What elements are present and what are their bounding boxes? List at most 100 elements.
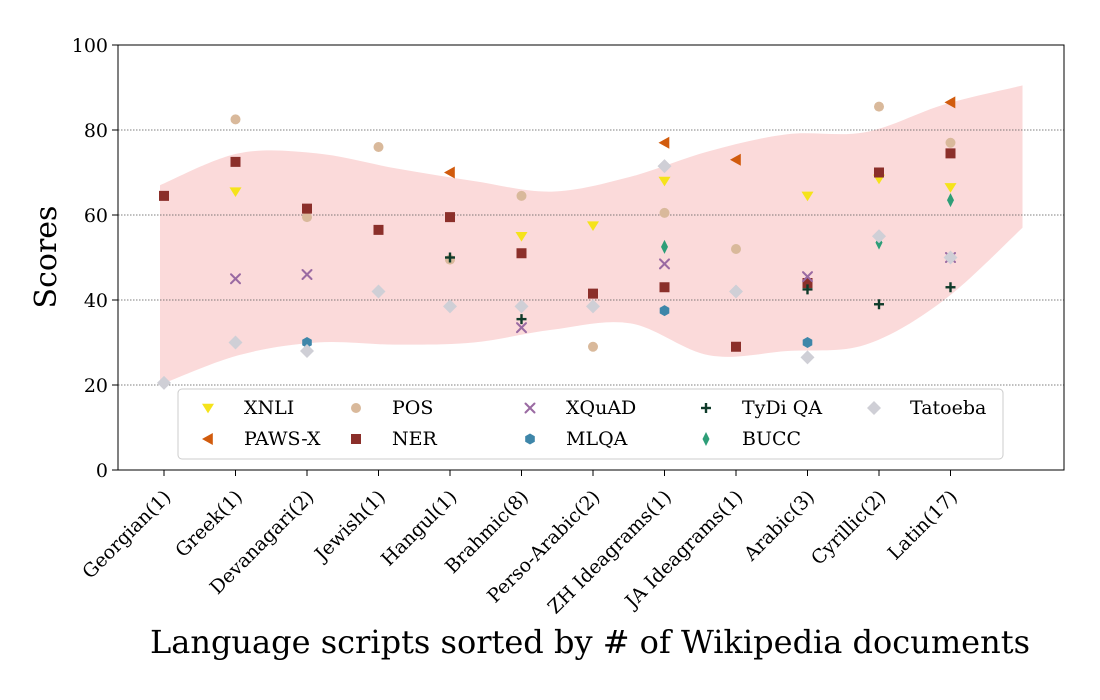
y-tick-label-20: 20 — [84, 375, 108, 397]
point-tatoeba-jewish-1 — [371, 284, 386, 299]
legend-label-pos: POS — [392, 397, 433, 419]
point-paws-x-hangul-1 — [444, 166, 455, 179]
point-tydi-qa-brahmic-8 — [516, 314, 527, 325]
point-xquad-devanagari-2 — [301, 269, 313, 280]
point-tydi-qa-latin-17 — [945, 282, 956, 293]
legend: XNLI PAWS-X POS NER XQuAD MLQA TyDi QA BUCC Tato… — [177, 388, 1004, 460]
x-tick-label-latin-17: Latin(17) — [884, 486, 962, 564]
legend-label-bucc: BUCC — [742, 428, 801, 450]
point-tatoeba-brahmic-8 — [514, 299, 529, 314]
legend-marker-bucc — [702, 432, 710, 446]
legend-marker-tatoeba — [867, 401, 881, 415]
point-paws-x-zh-ideagrams-1 — [658, 136, 670, 149]
point-xnli-latin-17 — [944, 183, 957, 193]
point-tatoeba-cyrillic-2 — [872, 229, 886, 244]
point-xquad-greek-1-stroke-b — [230, 273, 241, 285]
point-tydi-qa-hangul-1 — [445, 252, 455, 263]
point-pos-ja-ideagrams-1 — [731, 244, 741, 254]
point-xquad-brahmic-8 — [516, 322, 527, 334]
point-tatoeba-latin-17 — [943, 250, 958, 265]
point-xquad-brahmic-8-stroke-b — [516, 322, 527, 334]
legend-label-tatoeba: Tatoeba — [910, 397, 986, 419]
legend-label-xnli: XNLI — [244, 397, 294, 419]
legend-marker-ner — [351, 434, 361, 444]
point-ner-georgian-1 — [159, 190, 169, 201]
y-tick-label-80: 80 — [84, 120, 108, 142]
point-tydi-qa-arabic-3 — [802, 284, 813, 295]
legend-marker-pos — [351, 403, 361, 413]
score-range-band — [160, 85, 1023, 386]
x-tick-label-georgian-1: Georgian(1) — [78, 486, 175, 583]
legend-marker-xquad-stroke-b — [524, 402, 536, 414]
point-tatoeba-hangul-1 — [443, 299, 457, 314]
x-tick-label-ja-ideagrams-1: JA Ideagrams(1) — [620, 486, 748, 614]
point-xnli-zh-ideagrams-1 — [658, 176, 671, 187]
point-tatoeba-devanagari-2 — [300, 344, 314, 358]
point-pos-latin-17 — [945, 137, 956, 148]
legend-marker-paws-x — [202, 433, 213, 445]
y-tick-label-40: 40 — [84, 290, 108, 312]
point-xquad-zh-ideagrams-1-stroke-b — [659, 258, 670, 270]
point-pos-cyrillic-2 — [874, 101, 884, 112]
point-tydi-qa-cyrillic-2 — [874, 299, 884, 310]
legend-label-tydi-qa: TyDi QA — [742, 397, 822, 419]
point-ner-arabic-3 — [802, 278, 813, 288]
point-tatoeba-zh-ideagrams-1 — [657, 159, 672, 174]
x-ticks: Georgian(1)Greek(1)Devanagari(2)Jewish(1… — [78, 470, 962, 618]
point-xquad-arabic-3 — [802, 271, 813, 283]
point-mlqa-zh-ideagrams-1 — [659, 305, 670, 317]
point-tatoeba-arabic-3 — [800, 350, 815, 365]
point-ner-perso-arabic-2 — [588, 288, 598, 299]
point-xquad-zh-ideagrams-1 — [659, 258, 670, 270]
point-ner-greek-1 — [230, 156, 241, 167]
point-tatoeba-perso-arabic-2 — [586, 299, 600, 314]
point-ner-cyrillic-2 — [874, 167, 884, 178]
point-xquad-greek-1 — [230, 273, 241, 285]
point-xnli-arabic-3 — [801, 191, 814, 202]
y-axis-title: Scores — [29, 206, 64, 309]
point-ner-hangul-1 — [445, 212, 455, 223]
point-ner-latin-17 — [945, 148, 956, 159]
legend-label-ner: NER — [392, 428, 437, 450]
point-pos-greek-1 — [230, 114, 241, 125]
point-paws-x-ja-ideagrams-1 — [730, 153, 741, 166]
point-bucc-zh-ideagrams-1 — [661, 239, 668, 254]
plot-frame — [117, 44, 1065, 471]
x-tick-label-cyrillic-2: Cyrillic(2) — [807, 486, 891, 570]
point-tatoeba-ja-ideagrams-1 — [729, 284, 743, 299]
point-ner-devanagari-2 — [302, 203, 312, 214]
point-xnli-perso-arabic-2 — [587, 221, 599, 232]
point-pos-zh-ideagrams-1 — [659, 207, 670, 218]
legend-marker-mlqa — [525, 433, 535, 445]
x-axis-title: Language scripts sorted by # of Wikipedi… — [150, 623, 1030, 661]
point-tatoeba-greek-1 — [228, 335, 243, 350]
point-paws-x-latin-17 — [944, 96, 956, 109]
legend-marker-xquad — [524, 402, 536, 414]
marker-layer — [157, 96, 958, 390]
point-pos-perso-arabic-2 — [588, 341, 598, 352]
x-tick-label-greek-1: Greek(1) — [171, 486, 247, 562]
score-band-layer — [160, 85, 1023, 386]
point-pos-jewish-1 — [373, 142, 384, 152]
point-pos-brahmic-8 — [516, 190, 527, 201]
point-xquad-arabic-3-stroke-b — [802, 271, 813, 283]
point-bucc-latin-17 — [947, 193, 954, 208]
point-ner-brahmic-8 — [516, 248, 527, 259]
point-xnli-brahmic-8 — [515, 232, 528, 242]
point-mlqa-arabic-3 — [802, 337, 813, 348]
y-ticks: 0 20 40 60 80 100 — [72, 35, 118, 482]
point-xquad-devanagari-2-stroke-b — [301, 269, 313, 280]
y-tick-label-60: 60 — [84, 205, 108, 227]
legend-label-xquad: XQuAD — [566, 397, 636, 419]
point-tatoeba-georgian-1 — [157, 375, 171, 390]
legend-marker-xnli — [202, 403, 214, 414]
point-ner-zh-ideagrams-1 — [659, 282, 670, 293]
point-ner-ja-ideagrams-1 — [731, 341, 741, 352]
point-ner-jewish-1 — [373, 224, 384, 235]
x-tick-label-zh-ideagrams-1: ZH Ideagrams(1) — [544, 486, 676, 618]
point-xnli-greek-1 — [229, 187, 242, 198]
y-tick-label-100: 100 — [72, 35, 108, 57]
legend-frame — [177, 388, 1004, 460]
y-tick-label-0: 0 — [96, 460, 108, 482]
